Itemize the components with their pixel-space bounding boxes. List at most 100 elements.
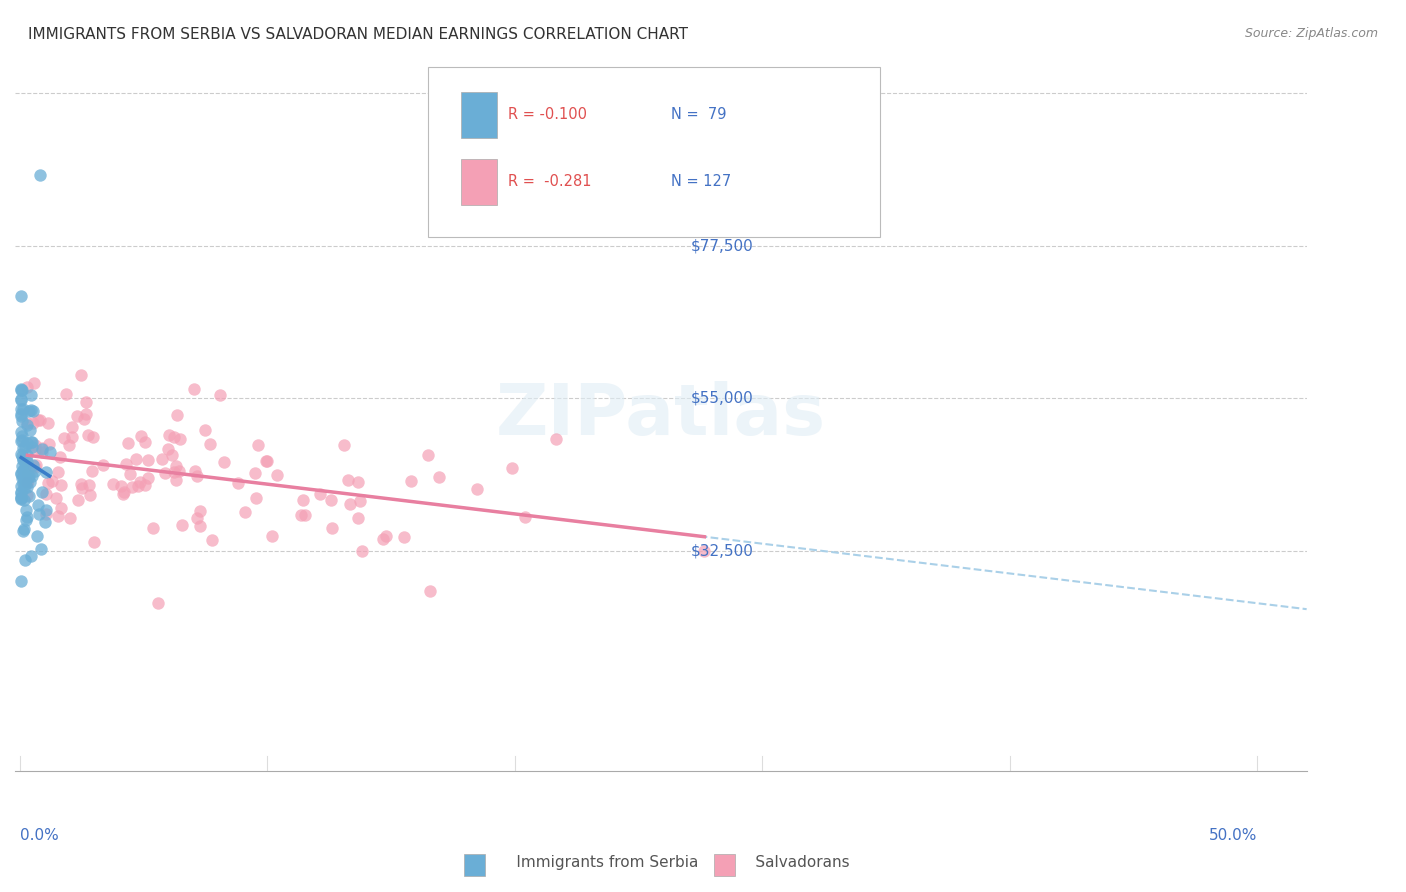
Point [10,289,32,303]
Point [153,466,176,480]
Point [418,448,440,462]
Point [10,383,32,397]
Point [167,464,190,478]
Point [150,451,173,466]
Point [10,425,32,440]
Point [79,488,101,502]
Point [333,438,356,452]
Text: $32,500: $32,500 [690,543,754,558]
Point [14,503,37,517]
Point [37,475,59,490]
Point [60,420,83,434]
Point [399,474,422,488]
FancyBboxPatch shape [429,67,880,237]
Point [321,492,343,507]
Point [18,469,41,483]
Point [24,437,46,451]
Point [67,493,90,508]
Point [117,436,139,450]
Point [266,467,288,482]
Point [513,509,536,524]
Point [501,460,523,475]
Point [157,428,180,442]
Point [290,508,312,523]
Point [165,458,187,473]
Point [10,574,32,588]
Point [110,479,132,493]
Point [15,475,38,490]
Point [339,497,361,511]
Point [170,518,193,533]
Text: N =  79: N = 79 [671,107,727,122]
Point [127,479,149,493]
Point [31,441,53,455]
Point [11,401,34,416]
Point [15,509,38,524]
Point [17,471,39,485]
Point [183,382,205,396]
Point [49,477,72,491]
Point [13,453,35,467]
Point [162,448,184,462]
Point [53,431,76,445]
Point [27,498,49,512]
Point [10,393,32,408]
Point [24,464,46,478]
Point [427,469,450,483]
Point [22,403,45,417]
Point [27,413,49,427]
Point [10,402,32,417]
Point [24,376,46,390]
Bar [464,854,485,876]
Point [46,466,69,480]
Point [165,473,187,487]
Point [22,458,45,472]
Point [25,529,48,543]
Point [15,467,38,481]
Point [24,458,46,472]
Point [21,416,44,430]
Point [186,468,208,483]
Text: 0.0%: 0.0% [20,829,59,843]
Point [15,475,38,489]
Point [10,392,32,407]
Text: R =  -0.281: R = -0.281 [509,175,592,189]
Point [10,459,32,474]
Point [18,489,41,503]
Point [291,492,314,507]
Text: Salvadorans: Salvadorans [731,855,849,870]
Point [10,449,32,463]
Point [13,468,35,483]
Point [11,476,34,491]
Point [112,484,135,499]
Point [59,511,82,525]
Point [11,442,34,456]
Point [15,455,38,469]
Point [77,427,100,442]
Point [15,480,38,494]
Point [35,486,58,500]
Text: R = -0.100: R = -0.100 [509,107,588,122]
Point [157,442,180,456]
Point [37,416,59,430]
Point [112,487,135,501]
Point [11,470,34,484]
Point [419,583,441,598]
Text: N = 127: N = 127 [671,175,731,189]
Point [10,492,32,507]
Point [13,492,35,507]
Point [70,368,93,382]
Point [11,414,34,428]
Point [134,478,156,492]
Point [51,501,73,516]
Point [294,508,316,523]
Point [91,458,114,472]
Point [10,434,32,448]
Point [58,437,80,451]
Point [75,408,97,422]
Point [184,464,207,478]
Point [30,541,52,556]
Point [15,455,38,469]
Point [10,382,32,396]
Point [35,507,58,521]
